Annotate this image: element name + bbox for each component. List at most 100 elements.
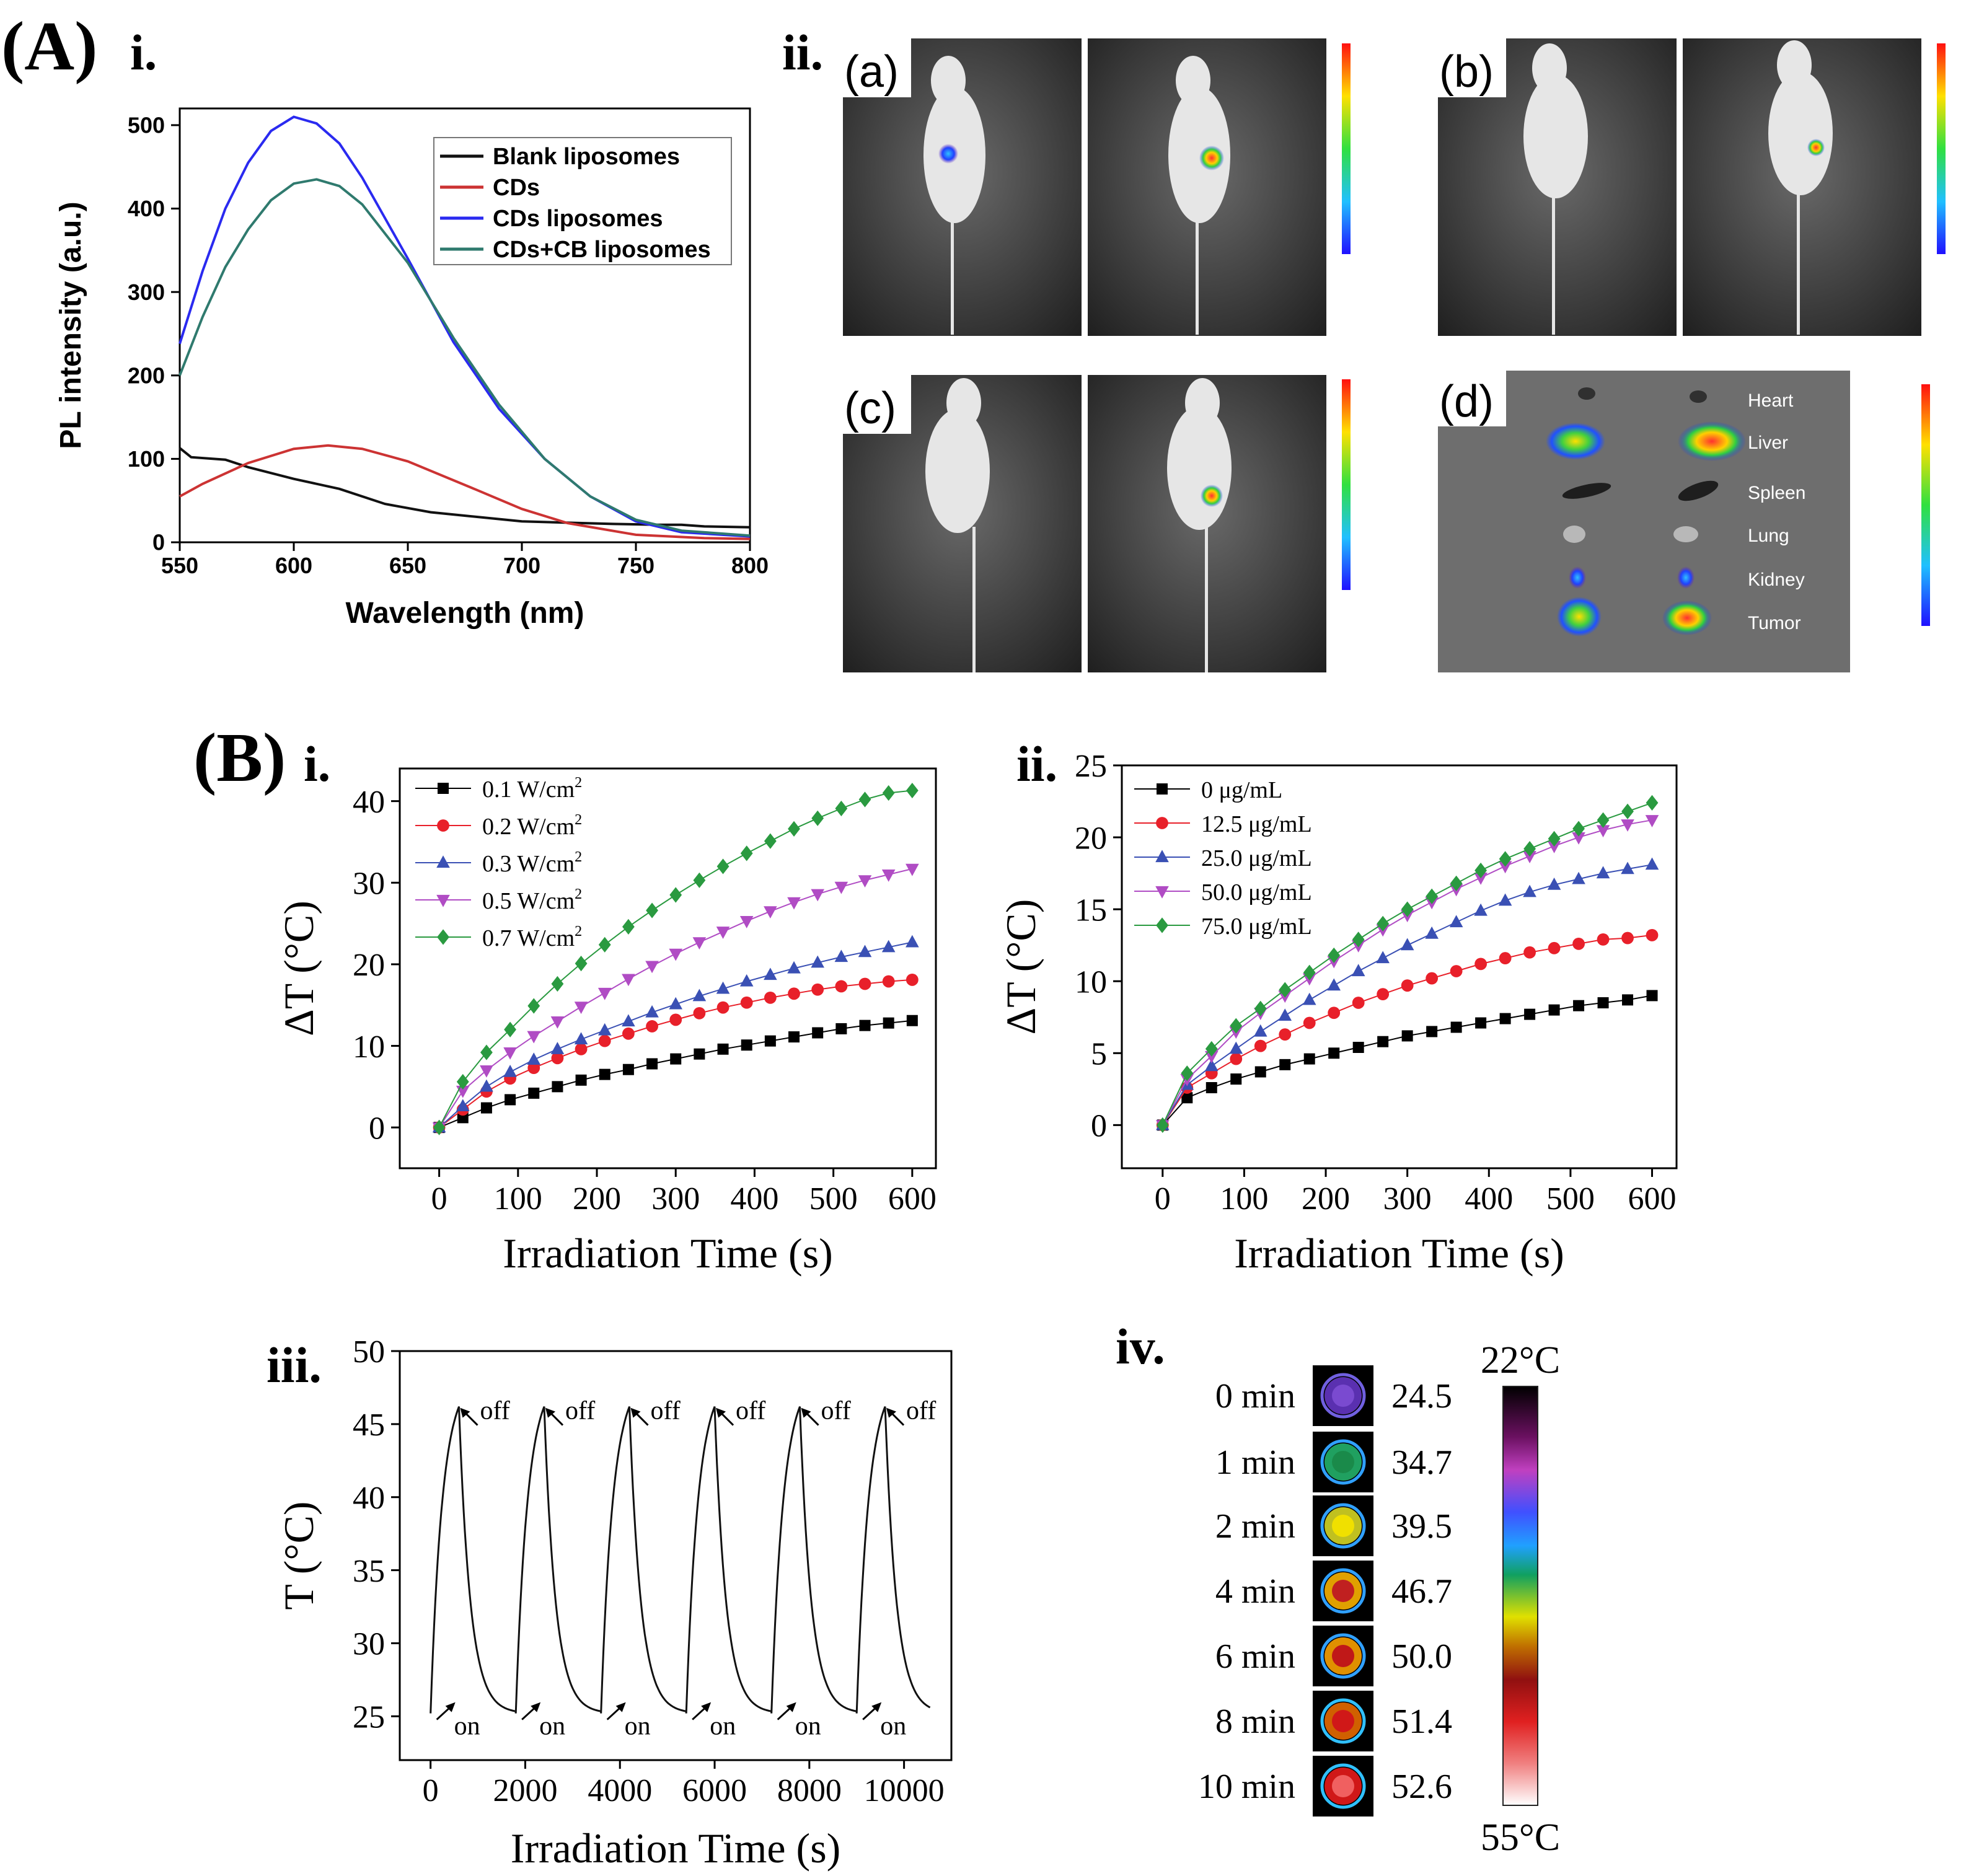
legend-entry: 0.2 W/cm2	[482, 812, 582, 840]
y-tick-label: 45	[353, 1407, 385, 1443]
panel-label-B-iii: iii.	[267, 1337, 322, 1393]
data-point	[1523, 841, 1536, 857]
data-point	[1597, 933, 1610, 946]
plot-frame	[179, 107, 751, 544]
on-annotation: on	[795, 1712, 821, 1741]
y-tick-label: 10	[1075, 964, 1107, 1000]
x-tick-label: 500	[809, 1181, 858, 1217]
data-point	[456, 1099, 470, 1112]
legend-superscript: 2	[575, 849, 582, 865]
thermal-row-1: 1 min 34.7	[1215, 1432, 1452, 1492]
data-point	[1499, 952, 1512, 964]
data-point	[1621, 931, 1634, 945]
data-point	[1450, 1021, 1462, 1033]
cycle-annotation-0: on off	[436, 1397, 510, 1741]
thermal-row-3: 4 min 46.7	[1215, 1561, 1452, 1621]
data-point	[575, 956, 588, 972]
panel-label-B-i: i.	[304, 736, 330, 792]
data-point	[1426, 972, 1439, 985]
thermal-scale-bottom-label: 55°C	[1481, 1817, 1560, 1859]
data-point	[1450, 965, 1463, 977]
data-point	[1596, 866, 1610, 879]
imaging-panel-b: (b)	[1438, 38, 1946, 336]
data-point	[598, 936, 611, 953]
data-point	[1449, 915, 1463, 928]
legend-entry: 0.1 W/cm2	[482, 775, 582, 803]
y-tick-label: 15	[1075, 892, 1107, 928]
data-point	[1352, 997, 1365, 1009]
legend-entry: Blank liposomes	[493, 144, 680, 170]
data-point	[883, 1017, 894, 1029]
x-tick-label: 10000	[864, 1773, 945, 1808]
data-point	[456, 1073, 469, 1090]
on-annotation: on	[710, 1712, 736, 1741]
x-tick-label: 200	[1302, 1181, 1350, 1217]
data-point	[1303, 1053, 1315, 1065]
data-point	[622, 1027, 635, 1040]
organ-image	[1438, 371, 1850, 672]
data-point	[1230, 1018, 1243, 1034]
data-point	[764, 906, 777, 919]
organ-label-tumor: Tumor	[1748, 613, 1801, 633]
data-point	[1572, 937, 1585, 950]
data-point	[1524, 1008, 1536, 1020]
data-point	[646, 1020, 658, 1033]
delta-t-power-chart: 0 100 200 300 400 500 600 0 10 20 30 40 Irradiation …	[275, 767, 937, 1277]
data-point	[574, 1002, 588, 1015]
data-point	[1401, 901, 1414, 917]
on-annotation: on	[880, 1712, 906, 1741]
data-point	[436, 855, 450, 868]
x-tick-label: 700	[503, 553, 540, 578]
organ-label-heart: Heart	[1748, 390, 1794, 411]
data-point	[550, 1016, 565, 1029]
cycling-temperature-chart: 0 2000 4000 6000 8000 10000 25 30 35 40 45 50 Irradi…	[275, 1334, 953, 1872]
thermal-color-scale	[1502, 1386, 1538, 1806]
off-annotation: off	[906, 1397, 936, 1425]
data-point	[834, 881, 848, 894]
legend-entry: 25.0 μg/mL	[1201, 845, 1312, 871]
data-point	[1204, 1059, 1219, 1072]
series-4	[1156, 795, 1659, 1133]
data-point	[788, 987, 800, 1000]
legend: 0 μg/mL 12.5 μg/mL 25.0 μg/mL 50.0 μg/mL 75.…	[1134, 777, 1312, 940]
thermal-time-label: 6 min	[1215, 1637, 1295, 1676]
thermal-ring	[1320, 1698, 1366, 1744]
x-tick-label: 550	[161, 553, 198, 578]
off-arrow-head	[716, 1407, 726, 1418]
panel-label-A-i: i.	[130, 24, 157, 81]
data-point	[1474, 862, 1488, 879]
data-point	[480, 1044, 493, 1060]
data-point	[1450, 875, 1463, 891]
data-point	[858, 791, 871, 808]
signal-spot-a2	[1199, 146, 1224, 170]
data-point	[835, 980, 848, 993]
data-point	[764, 833, 777, 849]
data-point	[787, 961, 801, 974]
data-point	[1547, 840, 1561, 853]
data-point	[527, 1062, 540, 1074]
data-point	[1254, 1066, 1266, 1078]
thermal-time-label: 10 min	[1198, 1768, 1295, 1806]
cycle-annotation-3: on off	[692, 1397, 765, 1741]
data-point	[1573, 1000, 1585, 1011]
x-tick-label: 600	[888, 1181, 937, 1217]
cycle-annotation-5: on off	[862, 1397, 936, 1741]
data-point	[1377, 915, 1390, 931]
data-point	[906, 935, 919, 948]
thermal-time-label: 1 min	[1215, 1443, 1295, 1482]
y-tick-label: 25	[353, 1699, 385, 1735]
data-point	[1572, 871, 1585, 884]
imaging-label-c: (c)	[844, 384, 896, 433]
x-tick-label: 0	[431, 1181, 447, 1217]
mouse-silhouette-b	[1523, 40, 1833, 335]
on-arrow-head	[615, 1702, 626, 1712]
data-point	[882, 975, 895, 988]
data-point	[503, 1047, 517, 1060]
data-point	[480, 1079, 493, 1092]
data-point	[858, 875, 872, 888]
data-point	[835, 800, 848, 817]
data-point	[1498, 861, 1512, 874]
thermal-ring	[1320, 1633, 1366, 1679]
data-point	[834, 949, 848, 962]
thermal-ring	[1320, 1763, 1366, 1809]
